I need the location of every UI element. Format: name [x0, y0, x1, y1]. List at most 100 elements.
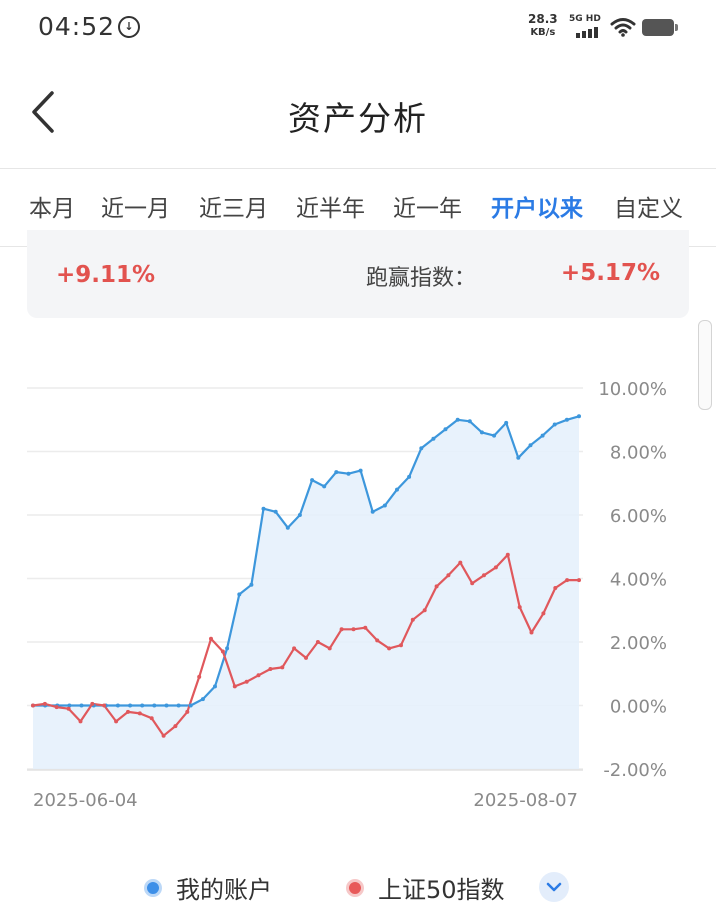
data-point — [209, 636, 213, 641]
y-tick-label: 6.00% — [610, 506, 667, 527]
data-point — [322, 484, 327, 489]
data-point — [552, 422, 557, 427]
data-point — [273, 509, 278, 514]
data-point — [310, 478, 315, 483]
y-tick-label: -2.00% — [603, 760, 667, 781]
data-point — [225, 646, 230, 651]
data-point — [197, 674, 202, 679]
sim-icon: ↓ — [118, 16, 140, 38]
tab-last-month[interactable]: 近一月 — [101, 196, 170, 222]
data-point — [516, 455, 521, 460]
data-point — [200, 697, 205, 702]
network-speed: 28.3 KB/s — [528, 13, 558, 39]
data-point — [42, 701, 47, 706]
data-point — [470, 581, 475, 586]
series-line-0 — [33, 415, 580, 707]
y-tick-label: 0.00% — [610, 697, 667, 718]
legend-label-my-account: 我的账户 — [176, 876, 272, 904]
data-point — [261, 506, 266, 511]
y-tick-label: 2.00% — [610, 633, 667, 654]
data-point — [553, 586, 558, 590]
x-tick-label: 2025-06-04 — [33, 790, 138, 811]
data-point — [268, 667, 273, 671]
chevron-down-icon[interactable] — [539, 872, 569, 902]
tab-last-half-year[interactable]: 近半年 — [296, 196, 365, 222]
data-point — [467, 419, 472, 424]
data-point — [292, 646, 297, 651]
data-point — [482, 573, 486, 578]
data-point — [31, 703, 35, 708]
data-point — [137, 711, 142, 716]
data-point — [387, 646, 392, 651]
data-point — [504, 420, 509, 425]
tab-this-month[interactable]: 本月 — [29, 196, 75, 222]
signal-label: 5G HD — [569, 14, 601, 24]
data-point — [256, 673, 261, 678]
data-point — [339, 627, 344, 632]
data-point — [304, 655, 308, 660]
beat-index-value: +5.17% — [560, 260, 660, 286]
series-area-0 — [33, 416, 579, 769]
data-point — [493, 565, 498, 570]
legend-dot-index — [346, 878, 364, 897]
data-point — [185, 709, 190, 714]
data-point — [577, 578, 581, 583]
data-point — [78, 719, 83, 724]
data-point — [285, 525, 290, 530]
x-tick-label: 2025-08-07 — [473, 790, 578, 811]
data-point — [422, 608, 427, 613]
header: 资产分析 — [0, 56, 716, 169]
status-time: 04:52 — [38, 12, 116, 41]
data-point — [220, 649, 225, 654]
data-point — [358, 468, 363, 473]
data-point — [431, 436, 436, 441]
network-speed-unit: KB/s — [530, 27, 556, 38]
data-point — [128, 703, 133, 708]
tab-last-year[interactable]: 近一年 — [393, 196, 462, 222]
tab-since-opening[interactable]: 开户以来 — [491, 196, 583, 222]
data-point — [173, 724, 178, 729]
data-point — [434, 584, 439, 589]
data-point — [565, 578, 570, 583]
data-point — [66, 706, 71, 711]
page-title: 资产分析 — [288, 99, 428, 138]
data-point — [164, 703, 169, 708]
chart-legend: 我的账户 上证50指数 — [0, 862, 716, 910]
summary-card: +9.11% 跑赢指数： +5.17% — [27, 230, 689, 318]
data-point — [528, 443, 533, 448]
data-point — [458, 560, 463, 565]
legend-item-my-account[interactable]: 我的账户 — [144, 870, 272, 905]
data-point — [140, 703, 145, 708]
data-point — [375, 638, 380, 643]
data-point — [407, 474, 412, 479]
cutoff-label-fragment — [91, 230, 127, 242]
data-point — [410, 617, 415, 622]
data-point — [370, 509, 375, 514]
data-point — [237, 592, 242, 597]
tab-last-three-months[interactable]: 近三月 — [199, 196, 268, 222]
data-point — [315, 640, 320, 644]
data-point — [540, 433, 545, 438]
data-point — [232, 684, 237, 689]
data-point — [479, 430, 484, 435]
data-point — [399, 643, 403, 648]
network-speed-value: 28.3 — [528, 12, 558, 26]
data-point — [517, 605, 522, 610]
data-point — [577, 414, 581, 419]
legend-item-index[interactable]: 上证50指数 — [346, 870, 505, 905]
tab-custom[interactable]: 自定义 — [614, 196, 683, 222]
data-point — [188, 703, 193, 708]
data-point — [213, 684, 217, 689]
data-point — [79, 703, 84, 708]
data-point — [395, 487, 399, 492]
data-point — [327, 646, 332, 651]
battery-icon — [642, 19, 678, 36]
data-point — [492, 433, 497, 438]
wifi-icon — [610, 18, 636, 37]
data-point — [244, 679, 249, 684]
data-point — [297, 513, 302, 517]
scrollbar[interactable] — [698, 320, 712, 410]
data-point — [455, 417, 460, 422]
chevron-left-icon[interactable] — [26, 88, 62, 136]
data-point — [54, 705, 59, 710]
